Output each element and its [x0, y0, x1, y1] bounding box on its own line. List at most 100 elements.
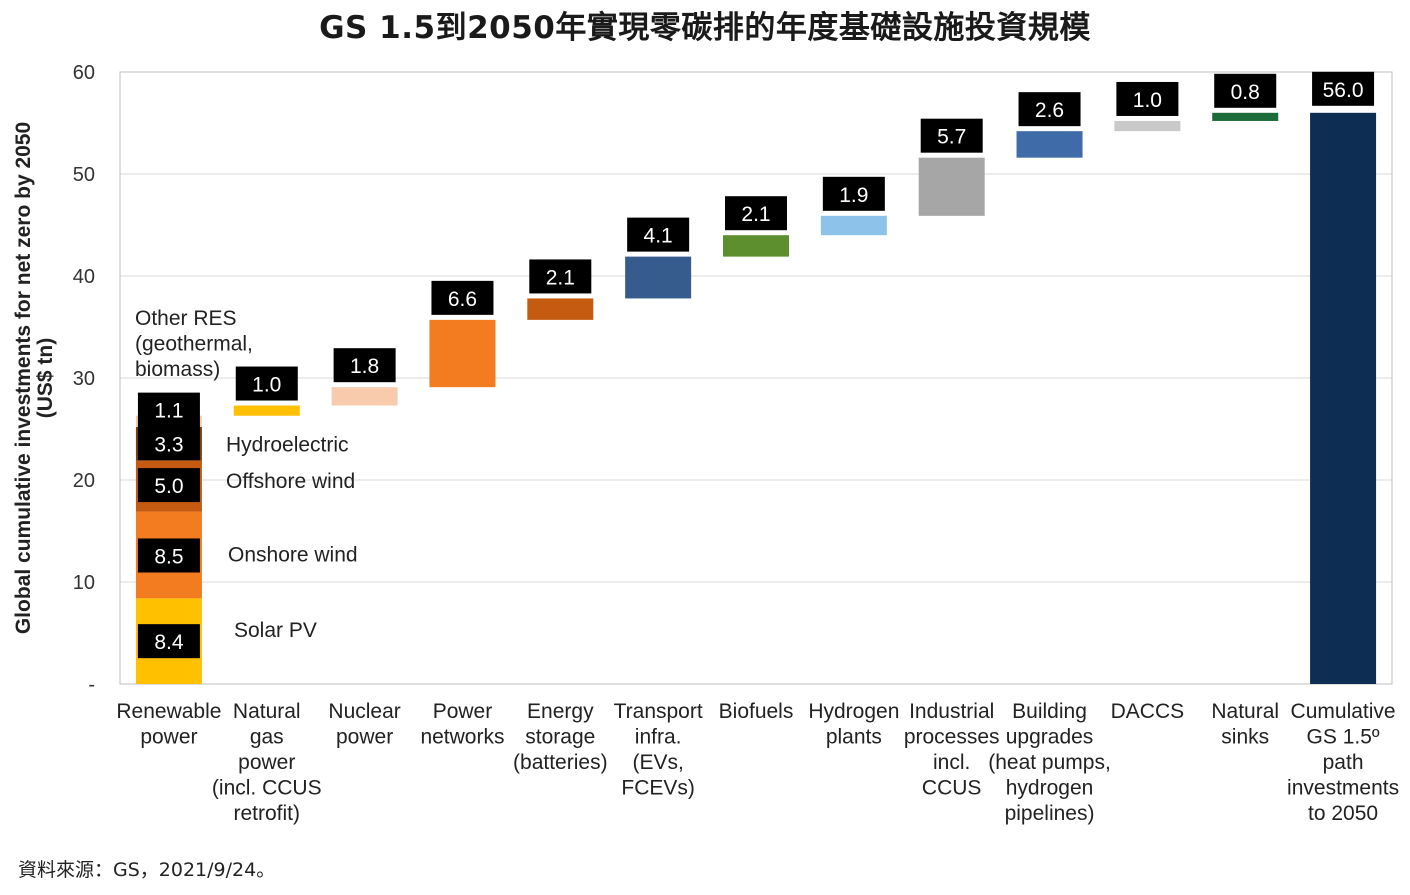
data-label-box: [822, 176, 885, 211]
data-label-box: [1312, 71, 1375, 106]
y-tick-label: 50: [73, 164, 95, 186]
source-note: 資料來源：GS，2021/9/24。: [18, 859, 276, 881]
data-label: 1.9: [839, 184, 868, 207]
data-label: 1.8: [350, 355, 379, 378]
plot-frame: [119, 71, 1393, 685]
x-category-label: (incl. CCUS: [212, 777, 322, 800]
x-category-label: power: [336, 726, 393, 749]
x-category-label: retrofit): [234, 802, 301, 825]
x-category-label: (heat pumps,: [988, 751, 1111, 774]
component-annotation: Other RES: [135, 307, 237, 330]
data-label: 1.0: [252, 374, 281, 397]
x-category-label: Industrial: [909, 700, 994, 723]
y-tick-label: -: [88, 674, 95, 696]
x-category-label: pipelines): [1005, 802, 1095, 825]
bar-step: [820, 215, 887, 236]
data-label: 8.5: [154, 545, 183, 568]
data-label-box: [627, 217, 690, 252]
x-category-label: Energy: [527, 700, 594, 723]
bar-step: [918, 157, 985, 216]
x-category-label: incl.: [933, 751, 970, 774]
x-category-label: infra.: [635, 726, 682, 749]
data-label: 8.4: [154, 631, 184, 654]
x-category-label: networks: [420, 726, 504, 749]
bar-step: [429, 319, 496, 388]
component-annotation: Offshore wind: [226, 470, 355, 493]
x-category-label: Nuclear: [328, 700, 400, 723]
data-label-box: [137, 392, 200, 427]
y-tick-label: 10: [73, 572, 95, 594]
x-category-label: Power: [433, 700, 493, 723]
data-label-box: [1018, 92, 1081, 127]
data-label: 2.6: [1035, 99, 1064, 122]
bar-step: [233, 405, 300, 416]
x-category-label: (EVs,: [632, 751, 683, 774]
data-label: 0.8: [1231, 81, 1260, 104]
bar-step: [1114, 120, 1181, 132]
data-label-box: [137, 468, 200, 503]
x-category-label: FCEVs): [621, 777, 695, 800]
data-label: 3.3: [154, 433, 183, 456]
x-category-label: sinks: [1221, 726, 1269, 749]
data-label-box: [1116, 81, 1179, 116]
y-axis-label: (US$ tn): [34, 338, 57, 419]
data-label-box: [137, 624, 200, 659]
bar-step: [331, 387, 398, 406]
x-category-label: plants: [826, 726, 882, 749]
data-label: 1.0: [1133, 89, 1162, 112]
chart-title: GS 1.5到2050年實現零碳排的年度基礎設施投資規模: [319, 10, 1091, 46]
component-annotation: Hydroelectric: [226, 433, 349, 456]
x-category-label: GS 1.5º: [1307, 726, 1380, 749]
bar-step: [1212, 112, 1279, 121]
y-tick-label: 30: [73, 368, 95, 390]
x-category-label: upgrades: [1006, 726, 1094, 749]
data-label: 2.1: [741, 203, 770, 226]
data-label: 6.6: [448, 288, 477, 311]
y-tick-label: 40: [73, 266, 95, 288]
data-label-box: [920, 118, 983, 153]
y-axis-label: Global cumulative investments for net ze…: [12, 122, 35, 634]
data-label-box: [529, 259, 592, 294]
component-annotation: (geothermal,: [135, 332, 253, 355]
data-label-box: [235, 366, 298, 401]
x-category-label: power: [238, 751, 295, 774]
bar-step: [625, 256, 692, 299]
component-annotation: Solar PV: [234, 619, 317, 642]
x-category-label: (batteries): [513, 751, 608, 774]
data-label: 4.1: [644, 225, 673, 248]
x-category-label: path: [1323, 751, 1364, 774]
x-category-label: Hydrogen: [808, 700, 899, 723]
x-category-label: Building: [1012, 700, 1087, 723]
y-tick-label: 20: [73, 470, 95, 492]
x-category-label: hydrogen: [1006, 777, 1094, 800]
bar-total: [1310, 112, 1377, 685]
data-label-box: [1214, 73, 1277, 108]
data-label-box: [333, 348, 396, 383]
x-category-label: gas: [250, 726, 284, 749]
bar-step: [527, 298, 594, 320]
data-label-box: [725, 196, 787, 231]
x-category-label: Transport: [614, 700, 703, 723]
x-category-label: Cumulative: [1291, 700, 1396, 723]
data-label: 5.0: [154, 475, 183, 498]
data-label: 1.1: [154, 400, 183, 423]
x-category-label: investments: [1287, 777, 1399, 800]
bar-step: [723, 235, 789, 257]
bar-step: [1016, 131, 1083, 158]
component-annotation: biomass): [135, 358, 220, 381]
x-category-label: to 2050: [1308, 802, 1378, 825]
x-category-label: Natural: [233, 700, 301, 723]
x-category-label: Biofuels: [719, 700, 794, 723]
y-tick-label: 60: [73, 62, 95, 84]
data-label: 2.1: [546, 266, 575, 289]
data-label-box: [431, 280, 494, 315]
x-category-label: DACCS: [1111, 700, 1185, 723]
component-annotation: Onshore wind: [228, 544, 358, 567]
data-label: 56.0: [1323, 79, 1364, 102]
data-label-box: [137, 538, 200, 573]
data-label: 5.7: [937, 126, 966, 149]
x-category-label: storage: [525, 726, 595, 749]
x-category-label: power: [140, 726, 197, 749]
x-category-label: CCUS: [922, 777, 982, 800]
